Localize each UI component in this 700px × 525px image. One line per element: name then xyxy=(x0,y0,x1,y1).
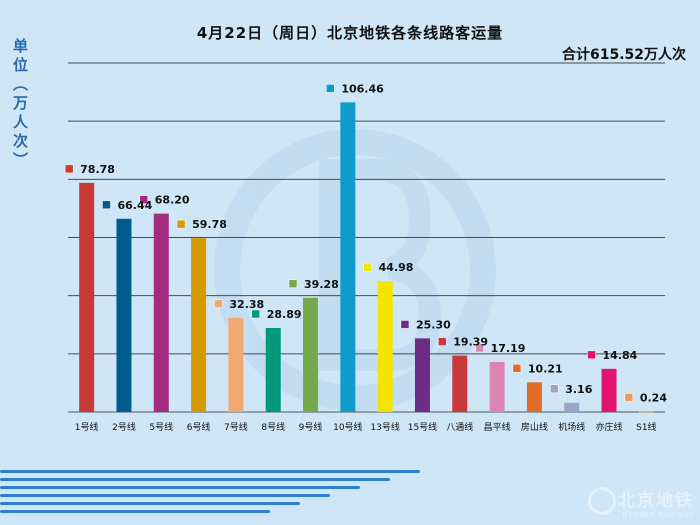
bar xyxy=(489,362,505,412)
x-tick-label: 13号线 xyxy=(370,421,399,433)
legend-marker xyxy=(475,343,484,353)
bars xyxy=(79,102,654,413)
x-tick-label: 9号线 xyxy=(299,421,323,433)
legend-marker xyxy=(102,200,111,210)
legend-marker xyxy=(64,164,74,174)
bar xyxy=(564,402,580,412)
legend-marker xyxy=(251,309,260,319)
x-tick-label: 八通线 xyxy=(446,421,473,433)
bar xyxy=(377,281,393,412)
data-label: 19.39 xyxy=(453,336,488,349)
legend-marker xyxy=(176,219,186,229)
legend-marker xyxy=(549,384,559,394)
x-tick-label: 7号线 xyxy=(224,421,248,433)
legend-marker xyxy=(512,364,522,373)
data-label: 39.28 xyxy=(304,278,339,291)
x-tick-label: 10号线 xyxy=(333,421,362,433)
data-label: 106.46 xyxy=(341,82,384,95)
data-label: 44.98 xyxy=(379,261,414,274)
bar xyxy=(526,382,542,412)
x-tick-label: 8号线 xyxy=(261,421,285,433)
legend-marker xyxy=(400,320,410,329)
legend-marker xyxy=(139,195,149,204)
x-tick-label: 6号线 xyxy=(187,421,211,433)
legend-marker xyxy=(624,393,634,402)
data-label: 17.19 xyxy=(491,342,526,355)
legend-marker xyxy=(326,84,335,93)
label-markers xyxy=(64,84,634,402)
x-tick-label: 昌平线 xyxy=(484,421,511,433)
brand-name-english: BEIJING SUBWAY xyxy=(622,511,694,519)
x-tick-label: 房山线 xyxy=(521,421,548,433)
x-tick-label: S1线 xyxy=(636,421,656,433)
bar xyxy=(638,411,654,413)
bar xyxy=(191,238,207,412)
bar xyxy=(265,327,281,412)
y-axis-unit-label: 单位（万人次） xyxy=(11,38,29,171)
subway-logo-icon xyxy=(588,487,616,515)
data-label: 3.16 xyxy=(565,383,592,396)
bar xyxy=(303,297,319,412)
bar xyxy=(79,182,95,412)
data-label: 66.44 xyxy=(117,199,152,212)
bar xyxy=(452,355,468,412)
data-label: 78.78 xyxy=(80,163,115,176)
legend-marker xyxy=(214,299,223,309)
legend-marker xyxy=(438,337,447,346)
data-label: 10.21 xyxy=(528,362,563,375)
brand-watermark: 北京地铁 BEIJING SUBWAY xyxy=(618,486,694,519)
total-passengers: 合计615.52万人次 xyxy=(561,47,686,63)
data-label: 28.89 xyxy=(267,308,302,321)
data-label: 0.24 xyxy=(640,391,667,404)
chart-title: 4月22日（周日）北京地铁各条线路客运量 xyxy=(196,24,504,42)
data-label: 14.84 xyxy=(603,349,638,362)
bar xyxy=(116,218,132,412)
data-label: 68.20 xyxy=(155,194,190,207)
bar xyxy=(153,213,169,412)
brand-name: 北京地铁 xyxy=(618,491,694,511)
data-label: 32.38 xyxy=(229,298,264,311)
bar xyxy=(601,368,617,412)
x-tick-label: 亦庄线 xyxy=(596,421,623,433)
x-tick-labels: 1号线 2号线 5号线 6号线 7号线 8号线 9号线 10号线 13号线 15号线 八通线 昌平线房… xyxy=(75,421,657,433)
data-label: 59.78 xyxy=(192,218,227,231)
legend-marker xyxy=(363,262,372,272)
legend-marker xyxy=(288,279,298,289)
x-tick-label: 5号线 xyxy=(149,421,173,433)
x-tick-label: 2号线 xyxy=(112,421,136,433)
bar xyxy=(340,102,356,412)
bar xyxy=(228,317,244,412)
bar xyxy=(414,338,430,412)
data-label: 25.30 xyxy=(416,318,451,331)
x-tick-label: 15号线 xyxy=(408,421,437,433)
x-tick-label: 1号线 xyxy=(75,421,99,433)
legend-marker xyxy=(587,350,596,360)
x-tick-label: 机场线 xyxy=(558,421,585,433)
